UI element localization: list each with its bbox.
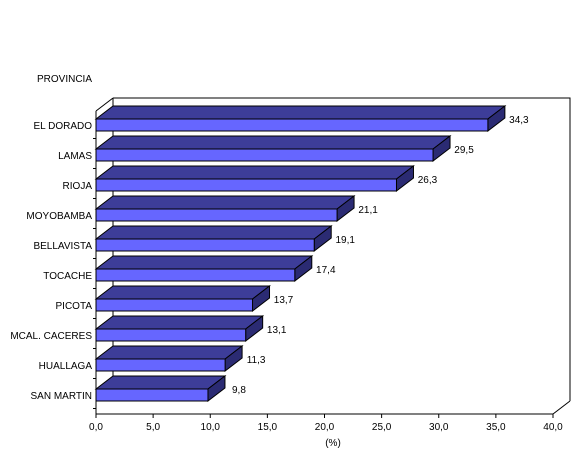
- data-label: 26,3: [418, 175, 438, 186]
- x-tick-label: 25,0: [372, 422, 392, 433]
- bar: [95, 208, 338, 222]
- bar: [95, 298, 254, 312]
- data-label: 29,5: [454, 145, 474, 156]
- bar: [95, 148, 434, 162]
- bar-top: [94, 225, 333, 240]
- floor-edge: [96, 400, 571, 415]
- bars-group: [94, 104, 507, 403]
- x-tick-label: 0,0: [89, 422, 103, 433]
- category-label: RIOJA: [63, 181, 93, 192]
- bar: [95, 358, 226, 372]
- x-tick-label: 10,0: [201, 422, 221, 433]
- labels-group: 0,0 5,0 10,0 15,0 20,0 25,0 30,0 35,0 40,0 EL DOR…: [10, 115, 563, 433]
- category-label: BELLAVISTA: [33, 241, 92, 252]
- bar-top: [94, 315, 265, 330]
- data-label: 21,1: [358, 205, 378, 216]
- x-tick-label: 15,0: [258, 422, 278, 433]
- category-axis-title: PROVINCIA: [37, 74, 92, 85]
- category-label: EL DORADO: [33, 121, 92, 132]
- bar: [95, 178, 397, 192]
- data-label: 9,8: [232, 385, 246, 396]
- bar-top: [94, 195, 356, 210]
- x-tick-label: 35,0: [486, 422, 506, 433]
- bar-top: [94, 255, 314, 270]
- bar: [95, 118, 489, 132]
- category-label: TOCACHE: [43, 271, 92, 282]
- x-tick-label: 40,0: [543, 422, 563, 433]
- bar-top: [94, 375, 227, 390]
- x-axis-title: (%): [325, 438, 341, 449]
- category-label: MOYOBAMBA: [26, 211, 92, 222]
- bar: [95, 388, 209, 402]
- bar-top: [94, 105, 507, 120]
- data-label: 11,3: [247, 355, 266, 366]
- bar: [95, 328, 247, 342]
- data-label: 19,1: [335, 235, 355, 246]
- category-label: HUALLAGA: [39, 361, 93, 372]
- plot-area-border: [113, 97, 571, 401]
- bar: [95, 238, 315, 252]
- data-label: 13,1: [267, 325, 287, 336]
- top-depth-edge: [95, 97, 114, 112]
- category-label: MCAL. CACERES: [10, 331, 92, 342]
- x-tick-label: 30,0: [429, 422, 449, 433]
- data-label: 17,4: [316, 265, 336, 276]
- bar-top: [94, 135, 452, 150]
- x-tick-label: 20,0: [315, 422, 335, 433]
- x-tick-label: 5,0: [146, 422, 160, 433]
- bar-top: [94, 345, 244, 360]
- bar: [95, 268, 296, 282]
- category-label: SAN MARTIN: [31, 391, 93, 402]
- data-label: 13,7: [274, 295, 294, 306]
- bar-top: [94, 165, 415, 180]
- category-label: LAMAS: [58, 151, 92, 162]
- data-label: 34,3: [509, 115, 529, 126]
- bar-top: [94, 285, 271, 300]
- category-label: PICOTA: [56, 301, 93, 312]
